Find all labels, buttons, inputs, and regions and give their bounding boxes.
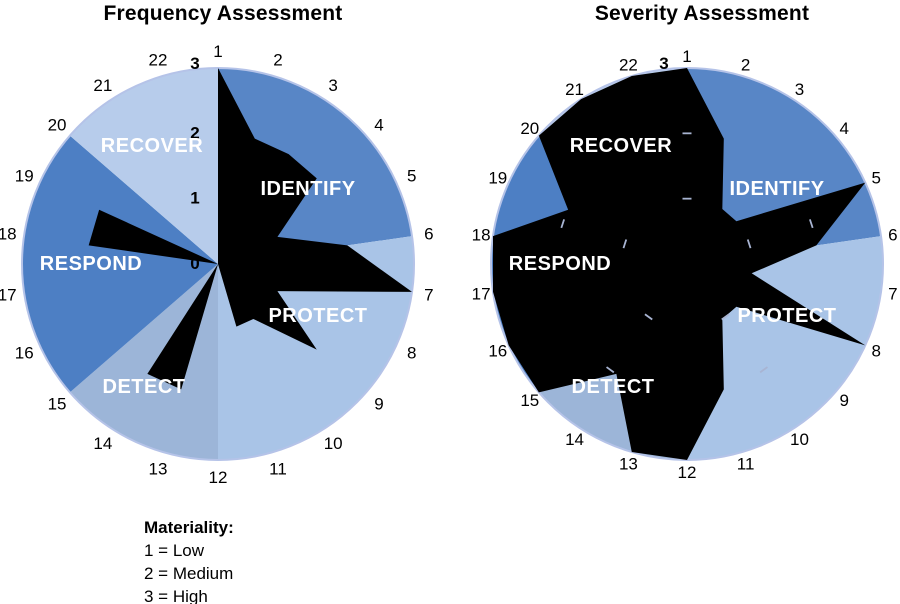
severity-category-label-11: 11 [737, 455, 755, 474]
severity-scale-tick [746, 239, 752, 249]
frequency-category-label-22: 22 [149, 51, 168, 70]
severity-category-label-13: 13 [619, 455, 638, 474]
severity-scale-tick [560, 219, 565, 229]
severity-category-label-14: 14 [565, 430, 584, 449]
frequency-category-label-13: 13 [149, 459, 168, 478]
severity-group-label-respond: RESPOND [509, 253, 611, 275]
legend-item-low: 1 = Low [144, 541, 205, 560]
severity-category-label-5: 5 [871, 169, 880, 188]
frequency-category-label-4: 4 [374, 116, 383, 135]
frequency-group-label-protect: PROTECT [268, 305, 367, 327]
severity-category-label-8: 8 [871, 341, 880, 360]
frequency-category-label-2: 2 [273, 51, 282, 70]
frequency-category-label-5: 5 [407, 167, 416, 186]
frequency-group-label-identify: IDENTIFY [260, 178, 355, 200]
frequency-sector-respond [22, 135, 219, 393]
frequency-category-label-11: 11 [269, 459, 287, 478]
severity-category-label-21: 21 [565, 80, 584, 99]
frequency-group-label-recover: RECOVER [101, 135, 203, 157]
severity-scale-tick [809, 219, 814, 229]
severity-group-label-protect: PROTECT [737, 305, 836, 327]
severity-group-label-detect: DETECT [572, 376, 655, 398]
frequency-category-label-21: 21 [93, 76, 112, 95]
severity-category-label-7: 7 [888, 285, 897, 304]
severity-scale-label-3: 3 [659, 54, 668, 73]
frequency-sector-recover [69, 68, 219, 264]
frequency-category-label-19: 19 [15, 167, 34, 186]
frequency-chart-title: Frequency Assessment [103, 2, 343, 25]
severity-scale-tick [622, 239, 628, 249]
frequency-category-label-10: 10 [324, 434, 343, 453]
frequency-group-label-detect: DETECT [103, 376, 186, 398]
frequency-category-label-15: 15 [48, 394, 67, 413]
severity-scale-tick [759, 366, 768, 374]
severity-scale-tick [644, 313, 653, 321]
materiality-legend: Materiality: 1 = Low 2 = Medium 3 = High [144, 516, 234, 604]
frequency-category-label-12: 12 [209, 468, 228, 487]
severity-category-label-10: 10 [790, 430, 809, 449]
severity-category-label-6: 6 [888, 225, 897, 244]
frequency-group-label-respond: RESPOND [40, 253, 142, 275]
frequency-category-label-1: 1 [213, 42, 222, 61]
frequency-category-label-3: 3 [328, 76, 337, 95]
severity-group-label-recover: RECOVER [570, 135, 672, 157]
severity-scale-tick [721, 313, 730, 321]
legend-item-medium: 2 = Medium [144, 564, 234, 583]
frequency-scale-label-1: 1 [190, 189, 199, 208]
severity-category-label-19: 19 [488, 169, 507, 188]
severity-category-label-2: 2 [741, 55, 750, 74]
frequency-category-label-8: 8 [407, 343, 416, 362]
frequency-scale-label-3: 3 [190, 54, 199, 73]
legend-item-high: 3 = High [144, 587, 208, 604]
severity-category-label-1: 1 [682, 47, 691, 66]
severity-category-label-16: 16 [488, 341, 507, 360]
severity-data-polygon [492, 68, 866, 460]
severity-category-label-15: 15 [520, 391, 539, 410]
severity-category-label-3: 3 [795, 80, 804, 99]
frequency-scale-label-2: 2 [190, 123, 199, 142]
frequency-category-label-20: 20 [48, 116, 67, 135]
frequency-category-label-18: 18 [0, 225, 17, 244]
severity-category-label-4: 4 [839, 119, 848, 138]
frequency-category-label-7: 7 [424, 285, 433, 304]
frequency-sector-detect [69, 264, 219, 460]
severity-category-label-22: 22 [619, 55, 638, 74]
severity-category-label-18: 18 [472, 225, 491, 244]
frequency-category-label-6: 6 [424, 225, 433, 244]
severity-category-label-20: 20 [520, 119, 539, 138]
severity-group-label-identify: IDENTIFY [729, 178, 824, 200]
severity-category-label-9: 9 [839, 391, 848, 410]
legend-heading: Materiality: [144, 518, 234, 537]
frequency-category-label-9: 9 [374, 394, 383, 413]
frequency-category-label-14: 14 [93, 434, 112, 453]
severity-category-label-12: 12 [678, 463, 697, 482]
frequency-data-polygon [88, 68, 413, 390]
frequency-scale-label-0: 0 [190, 254, 199, 273]
severity-chart-title: Severity Assessment [594, 2, 810, 25]
frequency-category-label-16: 16 [15, 343, 34, 362]
severity-category-label-17: 17 [472, 285, 491, 304]
severity-scale-tick [606, 366, 615, 374]
frequency-category-label-17: 17 [0, 285, 17, 304]
